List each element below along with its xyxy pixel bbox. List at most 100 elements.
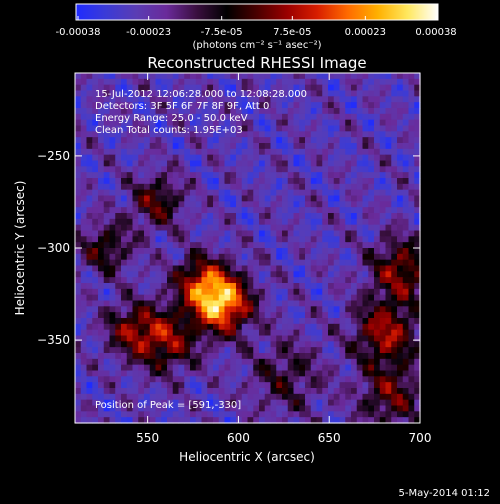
heatmap-cell (103, 154, 111, 162)
heatmap-cell (109, 201, 116, 208)
heatmap-cell (224, 306, 231, 313)
heatmap-cell (98, 405, 105, 412)
heatmap-cell (161, 388, 168, 395)
heatmap-cell (356, 370, 364, 377)
heatmap-cell (201, 248, 208, 255)
heatmap-cell (109, 277, 116, 284)
heatmap-cell (264, 335, 272, 342)
heatmap-cell (310, 84, 318, 92)
heatmap-cell (190, 236, 197, 243)
heatmap-cell (270, 399, 277, 407)
heatmap-cell (103, 271, 111, 278)
heatmap-cell (270, 341, 277, 348)
heatmap-cell (414, 84, 421, 92)
heatmap-cell (230, 417, 237, 424)
heatmap-cell (270, 84, 277, 92)
heatmap-cell (149, 341, 157, 348)
heatmap-cell (385, 178, 392, 185)
heatmap-cell (138, 201, 145, 208)
heatmap-cell (379, 131, 387, 138)
heatmap-cell (259, 189, 266, 197)
heatmap-cell (368, 329, 375, 337)
heatmap-cell (397, 248, 404, 255)
heatmap-cell (299, 131, 306, 138)
heatmap-cell (374, 411, 381, 418)
heatmap-cell (126, 224, 134, 232)
heatmap-cell (282, 248, 289, 255)
heatmap-cell (328, 417, 335, 424)
heatmap-cell (276, 259, 283, 267)
heatmap-cell (218, 253, 226, 261)
heatmap-cell (86, 119, 93, 127)
heatmap-cell (402, 224, 410, 232)
heatmap-cell (247, 318, 254, 325)
heatmap-cell (75, 73, 82, 80)
heatmap-cell (190, 84, 197, 92)
heatmap-cell (178, 183, 185, 191)
heatmap-cell (270, 248, 277, 255)
heatmap-cell (86, 248, 93, 255)
heatmap-cell (379, 405, 387, 412)
heatmap-cell (270, 318, 277, 325)
heatmap-cell (155, 178, 162, 185)
heatmap-cell (230, 242, 237, 249)
heatmap-cell (241, 312, 249, 319)
heatmap-cell (144, 265, 151, 272)
heatmap-cell (224, 388, 231, 395)
heatmap-cell (155, 358, 162, 366)
heatmap-cell (230, 294, 237, 302)
heatmap-cell (356, 113, 364, 121)
heatmap-cell (213, 102, 220, 109)
heatmap-cell (362, 358, 369, 366)
heatmap-cell (218, 323, 226, 331)
heatmap-cell (368, 201, 375, 208)
heatmap-cell (397, 283, 404, 290)
heatmap-cell (184, 358, 191, 366)
heatmap-cell (356, 172, 364, 179)
heatmap-cell (282, 160, 289, 167)
heatmap-cell (293, 417, 300, 424)
heatmap-cell (310, 224, 318, 232)
heatmap-cell (397, 399, 404, 407)
heatmap-cell (132, 154, 139, 162)
heatmap-cell (253, 201, 260, 208)
heatmap-cell (161, 318, 168, 325)
heatmap-cell (195, 277, 203, 284)
heatmap-cell (184, 131, 191, 138)
heatmap-cell (253, 300, 260, 307)
heatmap-cell (276, 393, 283, 401)
heatmap-cell (241, 78, 249, 86)
heatmap-cell (178, 143, 185, 150)
heatmap-cell (138, 411, 145, 418)
heatmap-cell (75, 300, 82, 307)
heatmap-cell (190, 358, 197, 366)
heatmap-cell (305, 283, 312, 290)
heatmap-cell (374, 388, 381, 395)
heatmap-cell (322, 329, 329, 337)
heatmap-cell (259, 253, 266, 261)
heatmap-cell (236, 271, 243, 278)
heatmap-cell (379, 78, 387, 86)
heatmap-cell (149, 353, 157, 360)
heatmap-cell (322, 376, 329, 383)
heatmap-cell (368, 271, 375, 278)
heatmap-cell (316, 125, 323, 132)
heatmap-cell (397, 382, 404, 389)
heatmap-cell (333, 113, 341, 121)
heatmap-cell (241, 399, 249, 407)
heatmap-cell (253, 178, 260, 185)
heatmap-cell (138, 230, 145, 237)
heatmap-cell (310, 148, 318, 156)
heatmap-cell (391, 108, 398, 115)
heatmap-cell (356, 166, 364, 173)
heatmap-cell (230, 335, 237, 342)
heatmap-cell (414, 411, 421, 418)
heatmap-cell (178, 318, 185, 325)
heatmap-cell (172, 271, 180, 278)
heatmap-cell (109, 358, 116, 366)
heatmap-cell (276, 166, 283, 173)
heatmap-cell (138, 90, 145, 97)
heatmap-cell (345, 148, 352, 156)
heatmap-cell (305, 318, 312, 325)
heatmap-cell (264, 376, 272, 383)
